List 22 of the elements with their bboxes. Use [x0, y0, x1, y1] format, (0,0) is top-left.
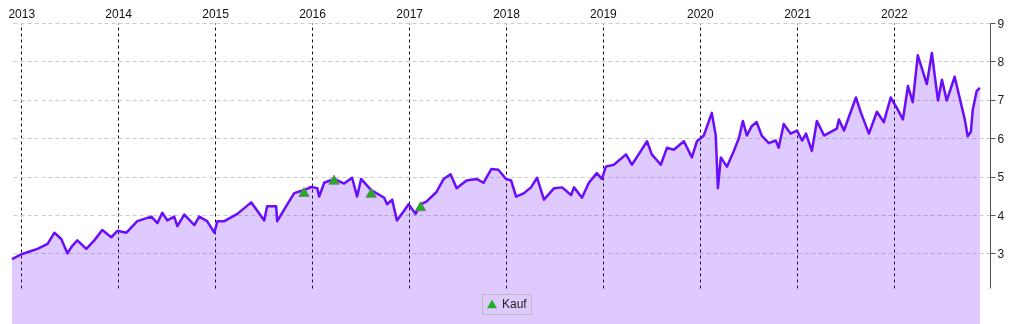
legend-label: Kauf	[502, 297, 528, 311]
x-tick-label: 2015	[202, 6, 230, 21]
x-tick-label: 2016	[299, 6, 327, 21]
y-tick-label: 6	[997, 131, 1005, 146]
y-tick-label: 3	[997, 246, 1005, 261]
x-tick-label: 2017	[396, 6, 424, 21]
y-tick-label: 9	[997, 16, 1005, 31]
y-tick-label: 7	[997, 93, 1005, 108]
point	[328, 174, 340, 185]
x-tick-label: 2019	[590, 6, 618, 21]
point	[298, 187, 310, 197]
x-tick-label: 2020	[686, 6, 715, 21]
x-tick-label: 2014	[105, 6, 133, 21]
x-tick-label: 2013	[8, 6, 36, 21]
x-tick-label: 2021	[784, 6, 812, 21]
point	[414, 201, 427, 212]
y-tick-label: 4	[997, 208, 1005, 223]
y-tick-label: 8	[997, 54, 1005, 69]
point	[365, 187, 377, 198]
x-tick-label: 2022	[881, 6, 909, 21]
x-tick-label: 2018	[493, 6, 521, 21]
y-tick-label: 5	[997, 170, 1005, 185]
